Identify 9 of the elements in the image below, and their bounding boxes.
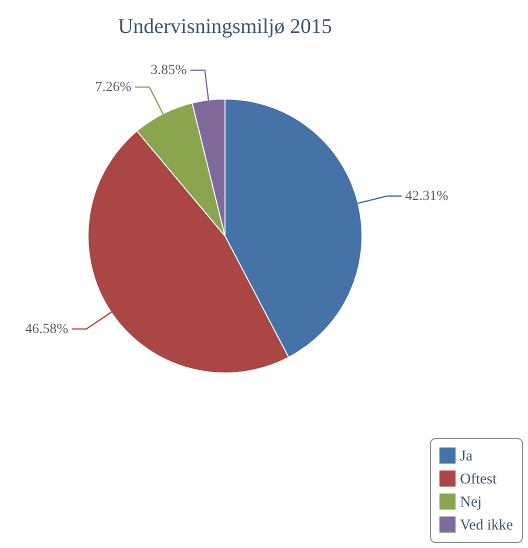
data-label: 7.26% — [95, 80, 132, 96]
data-label: 46.58% — [25, 322, 69, 337]
legend-label: Oftest — [460, 472, 498, 488]
data-label: 42.31% — [405, 189, 449, 204]
data-label: 3.85% — [150, 63, 188, 78]
legend-label: Nej — [460, 494, 482, 510]
legend-label: Ved ikke — [460, 518, 514, 534]
legend-label: Ja — [460, 448, 473, 464]
chart-title: Undervisningsmiljø 2015 — [118, 14, 332, 38]
